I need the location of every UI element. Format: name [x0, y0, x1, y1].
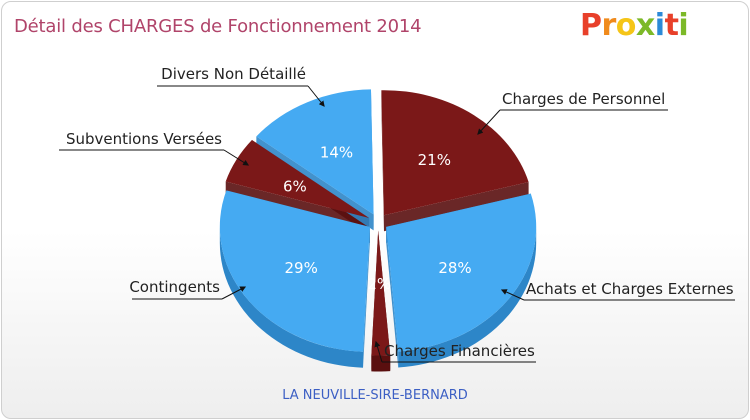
leader-arrow: [500, 289, 525, 301]
category-label-text: Achats et Charges Externes: [526, 280, 734, 298]
slice-category-label: Divers Non Détaillé: [157, 65, 325, 107]
category-label-text: Charges de Personnel: [502, 90, 665, 108]
logo-letter: t: [664, 8, 679, 43]
pie-slice-3: [371, 230, 391, 356]
slice-category-label: Achats et Charges Externes: [500, 280, 735, 301]
category-label-text: Contingents: [129, 278, 220, 296]
logo-letter: P: [580, 8, 602, 43]
slice-percent-label: 28%: [438, 259, 471, 277]
slice-percent-label: 2%: [367, 275, 391, 293]
leader-arrow: [477, 109, 501, 135]
leader-arrow: [307, 85, 325, 107]
logo-letter: x: [635, 8, 655, 43]
pie-slice-4: [219, 190, 370, 352]
category-label-text: Charges Financières: [384, 342, 535, 360]
leader-arrow: [223, 149, 250, 166]
chart-title: Détail des CHARGES de Fonctionnement 201…: [14, 16, 422, 37]
pie-slice-2: [386, 193, 537, 352]
slice-category-label: Charges Financières: [374, 340, 536, 363]
leader-arrow: [221, 286, 247, 300]
slice-side: [381, 90, 529, 232]
slice-category-label: Charges de Personnel: [477, 90, 668, 135]
pie-slice-1: [381, 90, 529, 216]
proxiti-logo: Proxiti: [580, 8, 689, 43]
logo-letter: o: [615, 8, 637, 43]
category-label-text: Divers Non Détaillé: [161, 65, 306, 83]
pie-slice-5: [225, 140, 370, 219]
leader-arrow: [374, 340, 383, 363]
logo-letter: i: [654, 8, 665, 43]
slice-percent-label: 6%: [283, 177, 307, 195]
slice-percent-label: 29%: [285, 259, 318, 277]
logo-letter: i: [678, 8, 689, 43]
slice-category-label: Contingents: [129, 278, 247, 300]
slice-percent-label: 21%: [418, 151, 451, 169]
pie-slice-6: [256, 89, 374, 215]
commune-name: LA NEUVILLE-SIRE-BERNARD: [282, 388, 468, 403]
logo-letter: r: [601, 8, 617, 43]
slice-category-label: Subventions Versées: [59, 130, 250, 166]
category-label-text: Subventions Versées: [66, 130, 222, 148]
slice-percent-label: 14%: [320, 144, 353, 162]
